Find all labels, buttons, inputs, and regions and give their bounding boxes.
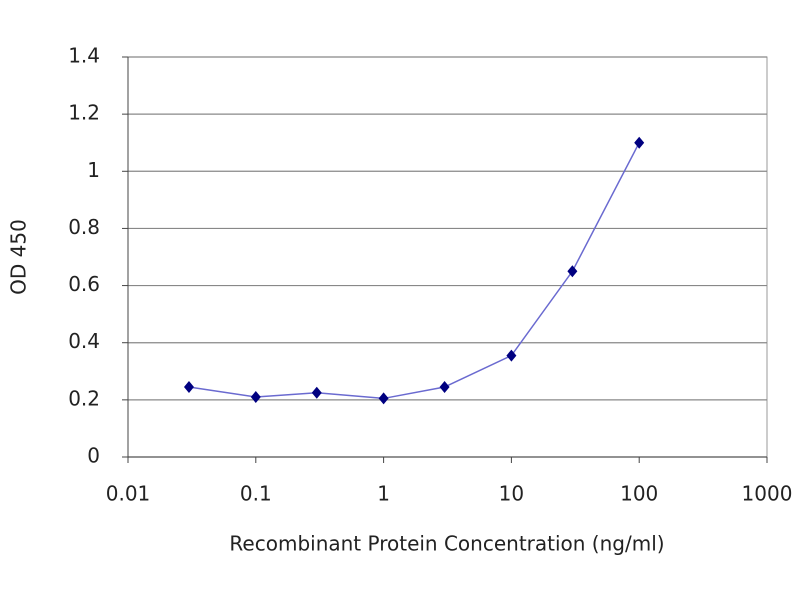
y-tick-label: 1.4 (68, 44, 100, 68)
x-axis-label: Recombinant Protein Concentration (ng/ml… (229, 532, 664, 556)
data-point (567, 265, 578, 278)
data-point (378, 392, 389, 405)
y-tick-label: 0 (87, 444, 100, 468)
y-tick-label: 0.2 (68, 386, 100, 410)
y-tick-label: 0.4 (68, 329, 100, 353)
data-point (439, 381, 450, 393)
x-tick-label: 100 (620, 482, 658, 506)
data-point (634, 136, 645, 149)
data-point (183, 381, 194, 393)
x-tick-label: 1 (377, 482, 390, 506)
series-line (188, 142, 640, 400)
y-axis-label: OD 450 (7, 219, 31, 295)
y-tick-label: 1 (87, 158, 100, 182)
x-tick-label: 0.01 (106, 482, 151, 506)
y-tick-label: 0.8 (68, 215, 100, 239)
y-tick-label: 0.6 (68, 272, 100, 296)
x-tick-label: 0.1 (240, 482, 272, 506)
x-tick-label: 10 (499, 482, 524, 506)
plot-frame (127, 56, 768, 458)
data-point (250, 391, 261, 403)
y-tick-label: 1.2 (68, 101, 100, 125)
data-point (311, 386, 322, 399)
x-tick-label: 1000 (742, 482, 793, 506)
data-point (506, 349, 517, 362)
